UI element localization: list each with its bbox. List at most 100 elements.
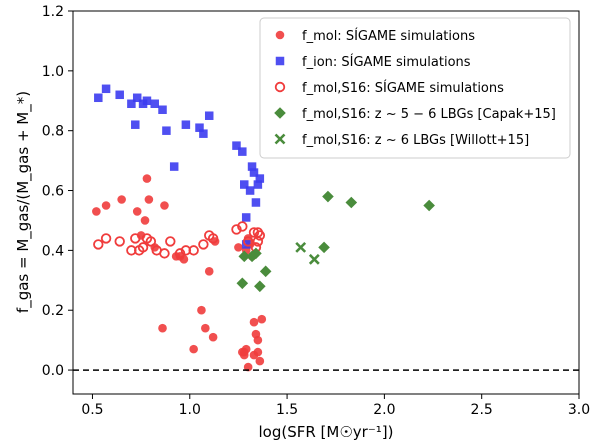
data-point <box>257 314 267 324</box>
data-point <box>259 265 272 278</box>
x-tick-label: 1.0 <box>179 402 201 418</box>
data-point <box>158 323 167 333</box>
data-point <box>100 233 112 244</box>
data-point <box>242 236 254 247</box>
y-tick-label: 0.0 <box>42 363 64 379</box>
data-point <box>142 174 152 183</box>
y-tick-label: 0.4 <box>42 243 64 259</box>
data-point <box>345 196 358 209</box>
y-tick-label: 1.2 <box>42 4 64 20</box>
x-tick-label: 2.0 <box>373 402 395 418</box>
data-point <box>150 99 159 109</box>
y-tick-label: 0.8 <box>42 124 64 140</box>
data-point <box>174 248 186 259</box>
data-point <box>204 111 214 120</box>
series-0 <box>92 174 267 372</box>
legend-box <box>259 17 571 159</box>
data-point <box>237 221 248 232</box>
y-tick-label: 0.6 <box>42 184 64 200</box>
series-2 <box>93 221 266 259</box>
data-point <box>140 216 150 225</box>
data-point <box>249 350 259 360</box>
data-point <box>250 247 262 260</box>
data-point <box>238 250 251 263</box>
data-point <box>234 243 243 252</box>
data-point <box>197 305 206 315</box>
legend-label: f_mol,S16: z ~ 6 LBGs [Willott+15] <box>302 133 529 148</box>
data-point <box>241 240 251 249</box>
data-point <box>101 201 111 210</box>
y-tick-label: 1.0 <box>42 64 64 80</box>
x-axis-ticks: 0.5 1.0 1.5 2.0 2.5 3.0 <box>81 394 590 418</box>
data-point <box>243 362 253 372</box>
legend-marker <box>275 56 285 66</box>
data-point <box>254 230 266 241</box>
data-point <box>93 239 104 250</box>
data-point <box>232 141 241 150</box>
data-point <box>137 242 149 253</box>
data-point <box>241 213 251 222</box>
data-point <box>181 120 191 129</box>
data-point <box>208 332 218 342</box>
data-point <box>246 250 258 263</box>
data-point <box>253 180 263 189</box>
data-point <box>130 233 141 244</box>
data-point <box>251 198 261 207</box>
data-point <box>204 267 214 276</box>
legend-label: f_mol,S16: z ~ 5 − 6 LBGs [Capak+15] <box>302 107 556 122</box>
data-point <box>188 245 199 256</box>
data-point <box>159 248 170 259</box>
data-point <box>238 147 247 156</box>
data-point <box>249 317 259 327</box>
data-point <box>254 280 266 293</box>
data-point <box>162 126 171 135</box>
legend-marker <box>275 30 285 40</box>
x-tick-label: 1.5 <box>276 402 298 418</box>
data-point <box>115 90 124 100</box>
data-point <box>132 207 142 216</box>
data-point <box>169 162 179 171</box>
data-point <box>231 224 242 235</box>
data-point <box>308 253 320 265</box>
data-point <box>195 123 204 132</box>
data-point <box>252 236 264 247</box>
data-point <box>101 84 111 94</box>
data-point <box>189 344 198 354</box>
series-4 <box>295 241 320 265</box>
data-point <box>322 190 334 203</box>
series-3 <box>236 190 435 293</box>
data-point <box>114 236 125 247</box>
x-axis-label: log(SFR [M☉yr⁻¹]) <box>259 423 394 441</box>
legend-label: f_ion: SÍGAME simulations <box>302 54 471 70</box>
data-point <box>117 195 126 204</box>
x-tick-label: 3.0 <box>568 402 590 418</box>
data-point <box>248 227 260 238</box>
data-point <box>158 105 167 114</box>
data-point <box>127 99 136 109</box>
data-point <box>201 323 210 333</box>
data-point <box>249 168 259 177</box>
y-axis-label: f_gas = M_gas/(M_gas + M_*) <box>14 91 33 313</box>
series-1 <box>94 84 265 249</box>
data-point <box>144 195 154 204</box>
legend: f_mol: SÍGAME simulations f_ion: SÍGAME s… <box>259 17 571 159</box>
data-point <box>92 207 101 216</box>
plot-frame <box>72 10 580 395</box>
data-point <box>295 241 307 253</box>
data-point <box>132 93 142 103</box>
data-point <box>423 199 435 212</box>
data-point <box>241 344 251 354</box>
data-point <box>131 120 140 129</box>
data-point <box>255 356 265 366</box>
legend-label: f_mol,S16: SÍGAME simulations <box>302 80 504 96</box>
data-point <box>198 239 209 250</box>
data-point <box>255 174 265 183</box>
data-point <box>142 96 152 106</box>
legend-marker <box>274 133 286 145</box>
x-tick-label: 2.5 <box>471 402 493 418</box>
data-point <box>247 162 257 171</box>
data-point <box>207 233 219 244</box>
data-point <box>245 186 255 195</box>
data-point <box>240 180 249 189</box>
